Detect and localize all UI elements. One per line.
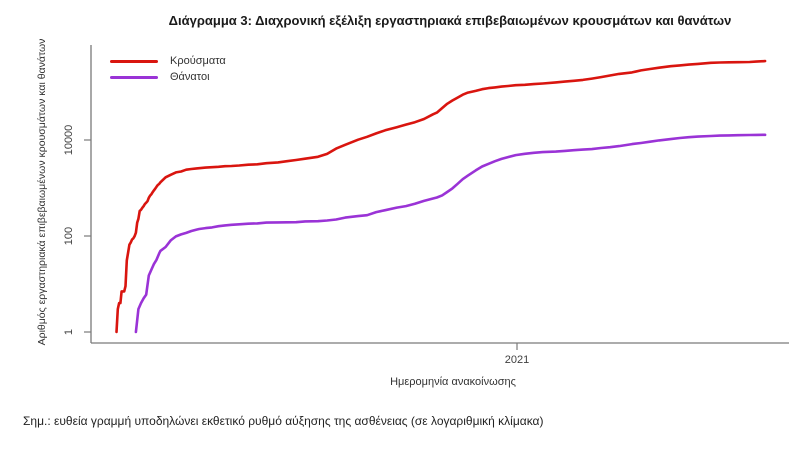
legend: Κρούσματα Θάνατοι [110, 55, 226, 84]
cases-line-swatch [110, 60, 158, 63]
deaths-line [134, 133, 767, 334]
chart-footnote: Σημ.: ευθεία γραμμή υποδηλώνει εκθετικό … [23, 414, 544, 428]
y-tick-label: 100 [63, 227, 75, 245]
legend-label-deaths: Θάνατοι [170, 71, 210, 83]
cases-line [115, 59, 767, 334]
x-axis-title: Ημερομηνία ανακοίνωσης [390, 376, 516, 388]
legend-item-deaths: Θάνατοι [110, 71, 226, 84]
y-tick-label: 10000 [63, 125, 75, 156]
deaths-line-swatch [110, 76, 158, 79]
legend-item-cases: Κρούσματα [110, 55, 226, 68]
legend-label-cases: Κρούσματα [170, 55, 226, 67]
y-tick-label: 1 [63, 329, 75, 335]
y-axis-title: Αριθμός εργαστηριακά επιβεβαιωμένων κρου… [36, 38, 48, 346]
chart-title: Διάγραμμα 3: Διαχρονική εξέλιξη εργαστηρ… [168, 13, 732, 28]
x-tick-label: 2021 [505, 354, 529, 366]
